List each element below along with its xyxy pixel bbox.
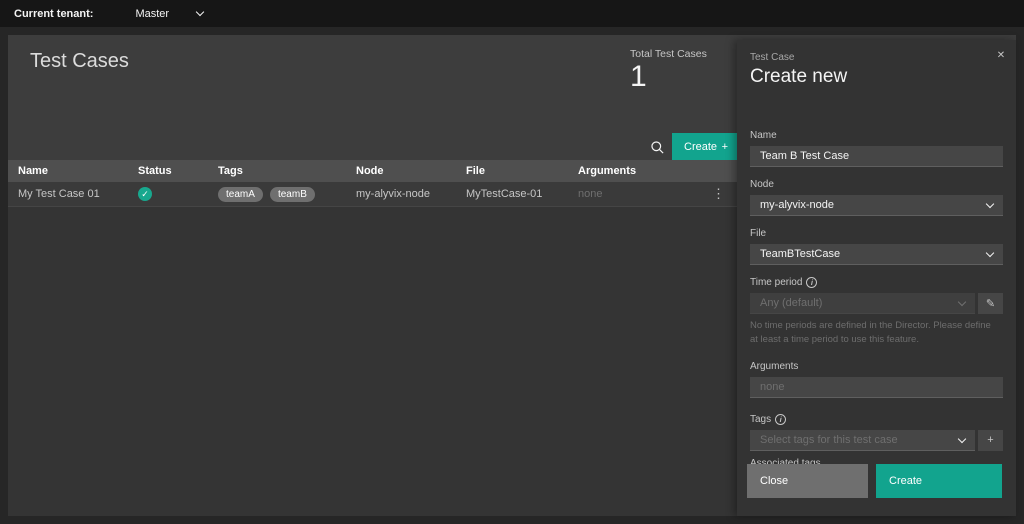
name-field-group: Name — [750, 130, 1003, 167]
cell-name: My Test Case 01 — [18, 188, 100, 200]
node-select[interactable]: my-alyvix-node — [750, 195, 1003, 216]
plus-icon: + — [987, 434, 994, 447]
cell-tags: teamA teamB — [208, 186, 346, 202]
info-icon: i — [806, 277, 818, 288]
file-field-group: File TeamBTestCase — [750, 228, 1003, 265]
arguments-input[interactable] — [750, 376, 1003, 398]
drawer-eyebrow: Test Case — [750, 52, 795, 63]
add-tag-button[interactable]: + — [978, 429, 1003, 451]
time-period-label: Time period — [750, 277, 803, 288]
page-title: Test Cases — [30, 50, 129, 72]
col-header-arguments: Arguments — [578, 165, 637, 177]
tenant-select[interactable]: Master — [135, 7, 170, 20]
close-icon: ✕ — [996, 49, 1006, 61]
chevron-down-icon — [985, 199, 995, 209]
info-icon: i — [775, 413, 787, 425]
table-header: Name Status Tags Node File Arguments — [8, 160, 737, 182]
top-bar: Current tenant: Master — [0, 0, 1024, 27]
create-button[interactable]: Create + — [672, 133, 737, 161]
cell-file: MyTestCase-01 — [466, 188, 543, 200]
name-label: Name — [750, 130, 777, 141]
chevron-down-icon — [957, 297, 967, 307]
time-period-select: Any (default) — [750, 293, 975, 314]
tool-icon: ✎ — [985, 298, 996, 310]
drawer-create-button[interactable]: Create — [876, 464, 1002, 498]
node-field-group: Node my-alyvix-node — [750, 179, 1003, 216]
search-button[interactable] — [642, 133, 672, 161]
table-toolbar: Create + — [8, 133, 737, 161]
time-period-helper-text: No time periods are defined in the Direc… — [750, 320, 991, 345]
cell-status: ✓ — [128, 187, 208, 201]
tenant-label: Current tenant: — [14, 7, 94, 20]
arguments-label: Arguments — [750, 360, 799, 372]
tag-badge: teamA — [218, 186, 263, 202]
check-icon: ✓ — [141, 188, 149, 199]
manage-time-periods-button[interactable]: ✎ — [978, 293, 1003, 314]
cell-node: my-alyvix-node — [356, 188, 430, 200]
create-button-label: Create — [684, 141, 718, 153]
cell-arguments: none — [578, 188, 603, 200]
col-header-name: Name — [18, 165, 48, 177]
tags-label: Tags — [750, 413, 772, 425]
plus-icon: + — [721, 141, 728, 153]
table-row[interactable]: My Test Case 01 ✓ teamA teamB my-alyvix-… — [8, 182, 737, 207]
col-header-node: Node — [356, 165, 384, 177]
associated-tags-label: Associated tags — [750, 458, 1003, 469]
arguments-field-group: Arguments — [750, 361, 1003, 398]
node-select-value: my-alyvix-node — [760, 199, 834, 211]
col-header-file: File — [466, 165, 485, 177]
chevron-down-icon — [957, 434, 967, 443]
file-select-value: TeamBTestCase — [760, 248, 841, 260]
time-period-field-group: Time period i Any (default) ✎ No time pe… — [750, 277, 1003, 347]
drawer-title: Create new — [750, 66, 848, 87]
status-success-icon: ✓ — [138, 187, 152, 201]
chevron-down-icon[interactable] — [195, 7, 205, 17]
close-button[interactable]: Close — [747, 464, 868, 498]
stat-label: Total Test Cases — [630, 48, 707, 60]
drawer-footer: Close Create — [747, 464, 1002, 498]
tags-select[interactable]: Select tags for this test case — [750, 429, 975, 451]
chevron-down-icon — [985, 248, 995, 258]
file-label: File — [750, 228, 767, 239]
tag-badge: teamB — [269, 186, 315, 202]
node-label: Node — [750, 179, 774, 190]
col-header-status: Status — [138, 165, 172, 177]
name-input[interactable] — [750, 146, 1003, 167]
stat-value: 1 — [630, 60, 647, 93]
total-test-cases-stat: Total Test Cases 1 — [630, 48, 707, 93]
tags-select-placeholder: Select tags for this test case — [760, 433, 898, 446]
time-period-placeholder: Any (default) — [760, 297, 823, 309]
row-overflow-menu-icon[interactable]: ⋮ — [712, 186, 725, 201]
drawer-close-button[interactable]: ✕ — [992, 46, 1010, 64]
col-header-tags: Tags — [218, 165, 243, 177]
file-select[interactable]: TeamBTestCase — [750, 244, 1003, 265]
create-test-case-drawer: ✕ Test Case Create new Name Node my-alyv… — [737, 40, 1016, 516]
search-icon — [650, 140, 664, 154]
